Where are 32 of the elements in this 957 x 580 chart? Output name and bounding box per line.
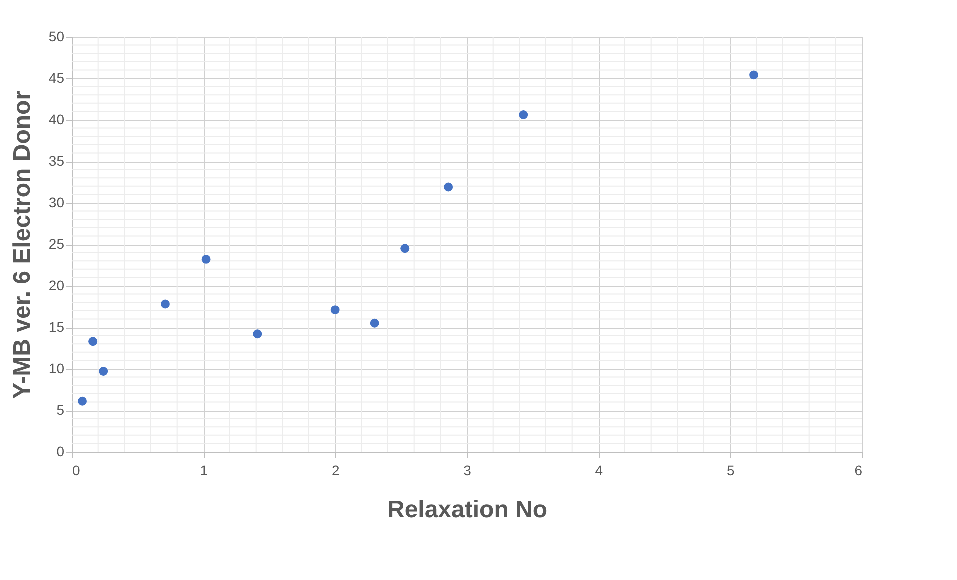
point xyxy=(202,254,211,264)
y-tick-label: 10 xyxy=(48,360,65,376)
x-axis-title: Relaxation No xyxy=(387,496,548,524)
point xyxy=(519,110,528,120)
y-tick-label: 0 xyxy=(56,444,65,460)
point xyxy=(161,300,170,309)
x-tick-label: 6 xyxy=(854,462,863,478)
y-tick-label: 25 xyxy=(48,236,65,252)
point xyxy=(78,396,88,406)
point xyxy=(330,306,340,315)
x-tick-label: 4 xyxy=(595,462,604,478)
y-tick-label: 45 xyxy=(48,70,65,86)
y-tick-label: 15 xyxy=(48,319,65,335)
point xyxy=(400,244,410,254)
y-tick-label: 20 xyxy=(48,278,65,294)
point xyxy=(88,337,98,346)
x-tick-label: 1 xyxy=(200,462,208,478)
point xyxy=(370,318,380,328)
point xyxy=(253,330,262,339)
y-axis-title: Y-MB ver. 6 Electron Donor xyxy=(8,90,36,400)
x-tick-label: 2 xyxy=(332,462,340,478)
y-tick-label: 30 xyxy=(48,194,65,210)
y-tick-label: 50 xyxy=(48,28,65,44)
y-tick-label: 35 xyxy=(48,153,65,169)
y-tick-label: 5 xyxy=(56,402,65,418)
x-tick-label: 5 xyxy=(726,462,735,478)
x-tick-label: 3 xyxy=(464,462,472,478)
point xyxy=(750,70,759,80)
point xyxy=(444,182,454,192)
point xyxy=(99,367,108,376)
y-tick-label: 40 xyxy=(48,112,65,128)
x-tick-label: 0 xyxy=(72,462,80,478)
